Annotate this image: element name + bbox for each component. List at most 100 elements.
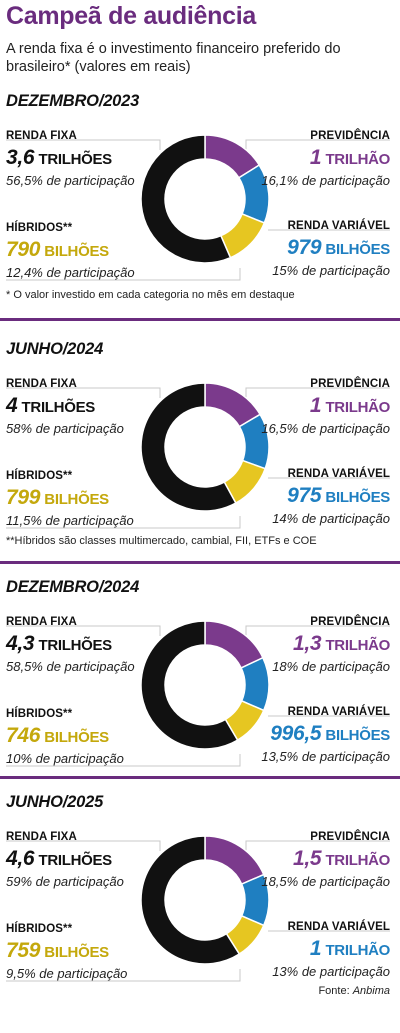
period-title: DEZEMBRO/2023 — [6, 92, 140, 110]
value-previdencia: 1,5 TRILHÃO — [293, 847, 390, 871]
label-renda-fixa: RENDA FIXA — [6, 130, 77, 142]
donut-chart — [6, 620, 390, 767]
footnote-two: **Híbridos são classes multimercado, cam… — [6, 535, 317, 547]
value-previdencia: 1 TRILHÃO — [310, 394, 390, 418]
donut-slice-renda-fixa — [140, 382, 237, 512]
value-previdencia: 1,3 TRILHÃO — [293, 632, 390, 656]
pct-hibridos: 11,5% de participação — [6, 513, 134, 528]
chart-section: JUNHO/2024 RENDA FIXA 4 TRILHÕES 58% de … — [0, 340, 400, 580]
label-renda-variavel: RENDA VARIÁVEL — [287, 220, 390, 232]
value-renda-variavel: 979 BILHÕES — [287, 236, 390, 260]
value-renda-variavel: 975 BILHÕES — [287, 484, 390, 508]
value-unit: BILHÕES — [325, 241, 390, 258]
page-subtitle: A renda fixa é o investimento financeiro… — [6, 41, 341, 75]
label-renda-variavel: RENDA VARIÁVEL — [287, 921, 390, 933]
label-hibridos: HÍBRIDOS** — [6, 470, 73, 482]
pct-hibridos: 9,5% de participação — [6, 966, 128, 981]
value-unit: TRILHÃO — [325, 942, 390, 959]
value-unit: TRILHÕES — [38, 151, 112, 168]
chart-section: JUNHO/2025 RENDA FIXA 4,6 TRILHÕES 59% d… — [0, 793, 400, 1033]
donut-slice-previdencia — [204, 835, 265, 886]
donut-slice-renda-fixa — [140, 134, 232, 264]
value-previdencia: 1 TRILHÃO — [310, 146, 390, 170]
value-number: 3,6 — [6, 146, 35, 169]
leader-previdencia — [245, 840, 390, 853]
period-title: DEZEMBRO/2024 — [6, 578, 140, 596]
pct-previdencia: 18,5% de participação — [261, 874, 390, 889]
value-renda-fixa: 3,6 TRILHÕES — [6, 146, 112, 170]
value-unit: TRILHÕES — [21, 399, 96, 416]
label-renda-fixa: RENDA FIXA — [6, 831, 77, 843]
pct-renda-fixa: 56,5% de participação — [6, 173, 135, 188]
value-unit: BILHÕES — [325, 727, 390, 744]
value-unit: TRILHÃO — [325, 399, 390, 416]
section-divider — [0, 561, 400, 564]
pct-renda-fixa: 59% de participação — [6, 874, 124, 889]
value-number: 1,5 — [292, 847, 322, 870]
pct-renda-variavel: 14% de participação — [272, 511, 390, 526]
leader-previdencia — [245, 625, 390, 638]
leader-hibridos — [6, 754, 241, 767]
value-number: 1 — [309, 937, 322, 960]
leader-hibridos — [6, 268, 241, 281]
pct-renda-variavel: 15% de participação — [272, 263, 390, 278]
label-renda-variavel: RENDA VARIÁVEL — [287, 706, 390, 718]
pct-renda-fixa: 58% de participação — [6, 421, 124, 436]
value-unit: TRILHÃO — [325, 151, 390, 168]
label-renda-fixa: RENDA FIXA — [6, 378, 77, 390]
pct-hibridos: 12,4% de participação — [6, 265, 135, 280]
label-renda-variavel: RENDA VARIÁVEL — [287, 468, 390, 480]
value-unit: TRILHÃO — [325, 852, 390, 869]
value-unit: BILHÕES — [325, 489, 390, 506]
value-number: 975 — [287, 484, 322, 507]
value-unit: BILHÕES — [44, 491, 109, 508]
chart-section: DEZEMBRO/2024 RENDA FIXA 4,3 TRILHÕES 58… — [0, 578, 400, 818]
value-number: 799 — [6, 486, 41, 509]
value-number: 746 — [6, 724, 41, 747]
pct-renda-variavel: 13% de participação — [272, 964, 390, 979]
value-renda-fixa: 4,3 TRILHÕES — [6, 632, 112, 656]
leader-previdencia — [245, 387, 390, 400]
pct-hibridos: 10% de participação — [6, 751, 124, 766]
value-hibridos: 759 BILHÕES — [6, 939, 109, 963]
leader-renda-fixa — [6, 387, 161, 398]
label-previdencia: PREVIDÊNCIA — [310, 831, 390, 843]
value-unit: TRILHÃO — [325, 637, 390, 654]
value-number: 4,6 — [6, 847, 35, 870]
leader-renda-fixa — [6, 139, 161, 150]
value-number: 4,3 — [6, 632, 35, 655]
label-previdencia: PREVIDÊNCIA — [310, 378, 390, 390]
value-hibridos: 799 BILHÕES — [6, 486, 109, 510]
pct-previdencia: 16,1% de participação — [261, 173, 390, 188]
source-prefix: Fonte: — [318, 985, 350, 997]
pct-renda-fixa: 58,5% de participação — [6, 659, 135, 674]
value-number: 790 — [6, 238, 41, 261]
label-previdencia: PREVIDÊNCIA — [310, 130, 390, 142]
value-number: 979 — [287, 236, 322, 259]
pct-previdencia: 16,5% de participação — [261, 421, 390, 436]
value-renda-variavel: 1 TRILHÃO — [310, 937, 390, 961]
period-title: JUNHO/2024 — [6, 340, 104, 358]
label-previdencia: PREVIDÊNCIA — [310, 616, 390, 628]
section-divider — [0, 776, 400, 779]
value-unit: TRILHÕES — [38, 637, 112, 654]
donut-slice-previdencia — [204, 620, 264, 669]
donut-slice-renda-fixa — [140, 620, 239, 750]
section-divider — [0, 318, 400, 321]
leader-previdencia — [245, 139, 390, 152]
donut-chart — [6, 382, 390, 529]
value-renda-variavel: 996,5 BILHÕES — [270, 722, 390, 746]
donut-chart — [6, 134, 390, 281]
leader-renda-fixa — [6, 840, 161, 851]
label-hibridos: HÍBRIDOS** — [6, 923, 73, 935]
value-number: 996,5 — [270, 722, 322, 745]
pct-renda-variavel: 13,5% de participação — [261, 749, 390, 764]
chart-section: DEZEMBRO/2023 RENDA FIXA 3,6 TRILHÕES 56… — [0, 92, 400, 332]
page-title: Campeã de audiência — [6, 2, 256, 30]
value-unit: TRILHÕES — [38, 852, 112, 869]
leader-hibridos — [6, 969, 241, 982]
value-hibridos: 790 BILHÕES — [6, 238, 109, 262]
value-number: 4 — [6, 394, 18, 417]
period-title: JUNHO/2025 — [6, 793, 104, 811]
value-number: 759 — [6, 939, 41, 962]
